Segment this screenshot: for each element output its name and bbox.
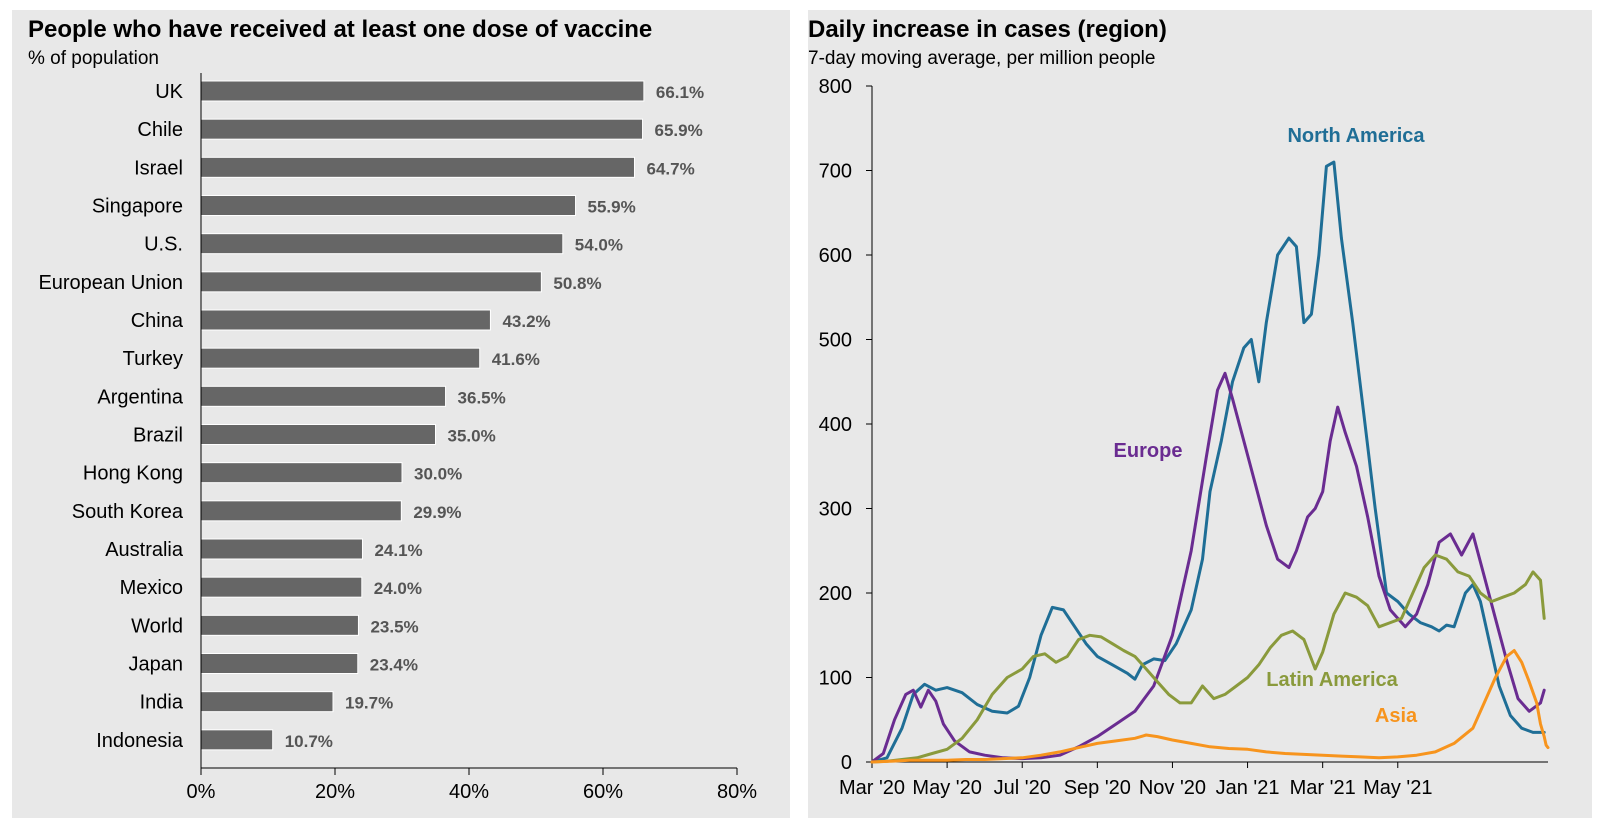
bar [200,462,403,484]
value-label: 23.4% [370,656,418,675]
bar [200,576,363,598]
bar [200,271,542,293]
y-tick-label: 600 [819,245,852,267]
x-tick-label: May '20 [912,777,981,799]
cases-chart-title: Daily increase in cases (region) [808,16,1167,43]
y-tick-label: 0 [841,752,852,774]
vaccine-chart-title: People who have received at least one do… [28,16,653,43]
y-tick-label: 300 [819,499,852,521]
value-label: 43.2% [502,312,550,331]
category-label: China [131,310,184,332]
bar [200,500,402,522]
bar [200,653,359,674]
x-tick-label: Mar '21 [1290,777,1356,799]
series-line-latin-america [870,553,1546,764]
category-label: Argentina [97,386,183,408]
value-label: 24.1% [374,541,422,560]
value-label: 23.5% [370,617,418,636]
x-tick-label: 40% [449,781,489,803]
bar [200,691,334,713]
category-label: Japan [129,654,184,676]
bar [200,309,491,331]
series-line-north-america [870,160,1546,764]
bar [200,424,436,445]
bar [200,80,645,102]
category-label: World [131,615,183,637]
x-tick-label: Nov '20 [1139,777,1206,799]
value-label: 55.9% [588,198,636,217]
value-label: 54.0% [575,236,623,255]
value-label: 19.7% [345,694,393,713]
category-label: Indonesia [96,730,184,752]
category-label: India [140,692,184,714]
y-tick-label: 500 [819,330,852,352]
vaccine-bar-chart: UK 66.1% Chile 65.9% Israel 64.7% Singapore 55.… [38,73,757,803]
x-tick-label: 60% [583,781,623,803]
cases-line-chart: 0 100 200 300 400 500 600 700 800 Mar '20 May '20 J… [819,76,1550,799]
value-label: 35.0% [448,427,496,446]
series-label-asia: Asia [1375,705,1418,727]
y-tick-label: 100 [819,668,852,690]
bar [200,195,577,216]
y-tick-label: 700 [819,161,852,183]
category-label: South Korea [72,501,184,523]
vaccine-chart-panel: People who have received at least one do… [12,10,790,818]
series-label-north-america: North America [1287,125,1425,147]
category-label: Chile [137,119,183,141]
x-tick-label: Sep '20 [1064,777,1131,799]
category-label: UK [155,81,183,103]
x-tick-label: 20% [315,781,355,803]
series-line-asia [870,649,1550,764]
cases-chart-subtitle: 7-day moving average, per million people [808,48,1156,69]
vaccine-chart-subtitle: % of population [28,48,159,69]
y-tick-label: 200 [819,583,852,605]
value-label: 30.0% [414,465,462,484]
category-label: Brazil [133,425,183,447]
series-line-europe [870,371,1546,764]
category-label: Israel [134,157,183,179]
bar [200,233,564,255]
bar [200,729,274,751]
x-tick-label: May '21 [1363,777,1432,799]
bar [200,538,363,560]
category-label: U.S. [144,234,183,256]
x-tick-label: Mar '20 [839,777,905,799]
x-tick-label: 80% [717,781,757,803]
value-label: 29.9% [413,503,461,522]
y-tick-label: 800 [819,76,852,98]
x-tick-label: Jul '20 [994,777,1051,799]
category-label: Mexico [120,577,183,599]
x-tick-label: Jan '21 [1216,777,1280,799]
value-label: 64.7% [646,159,694,178]
category-label: European Union [38,272,183,294]
category-label: Turkey [123,348,183,370]
value-label: 10.7% [285,732,333,751]
bar [200,347,481,369]
value-label: 66.1% [656,83,704,102]
series-label-europe: Europe [1114,440,1183,462]
category-label: Australia [105,539,184,561]
bar [200,385,447,407]
x-tick-label: 0% [187,781,216,803]
value-label: 41.6% [492,350,540,369]
value-label: 24.0% [374,579,422,598]
y-tick-label: 400 [819,414,852,436]
value-label: 50.8% [553,274,601,293]
cases-chart-panel: Daily increase in cases (region) 7-day m… [808,10,1592,818]
series-label-latin-america: Latin America [1266,669,1398,691]
category-label: Singapore [92,196,183,218]
bar [200,614,359,636]
value-label: 65.9% [655,121,703,140]
category-label: Hong Kong [83,463,183,485]
value-label: 36.5% [458,388,506,407]
bar [200,156,635,178]
bar [200,118,644,140]
